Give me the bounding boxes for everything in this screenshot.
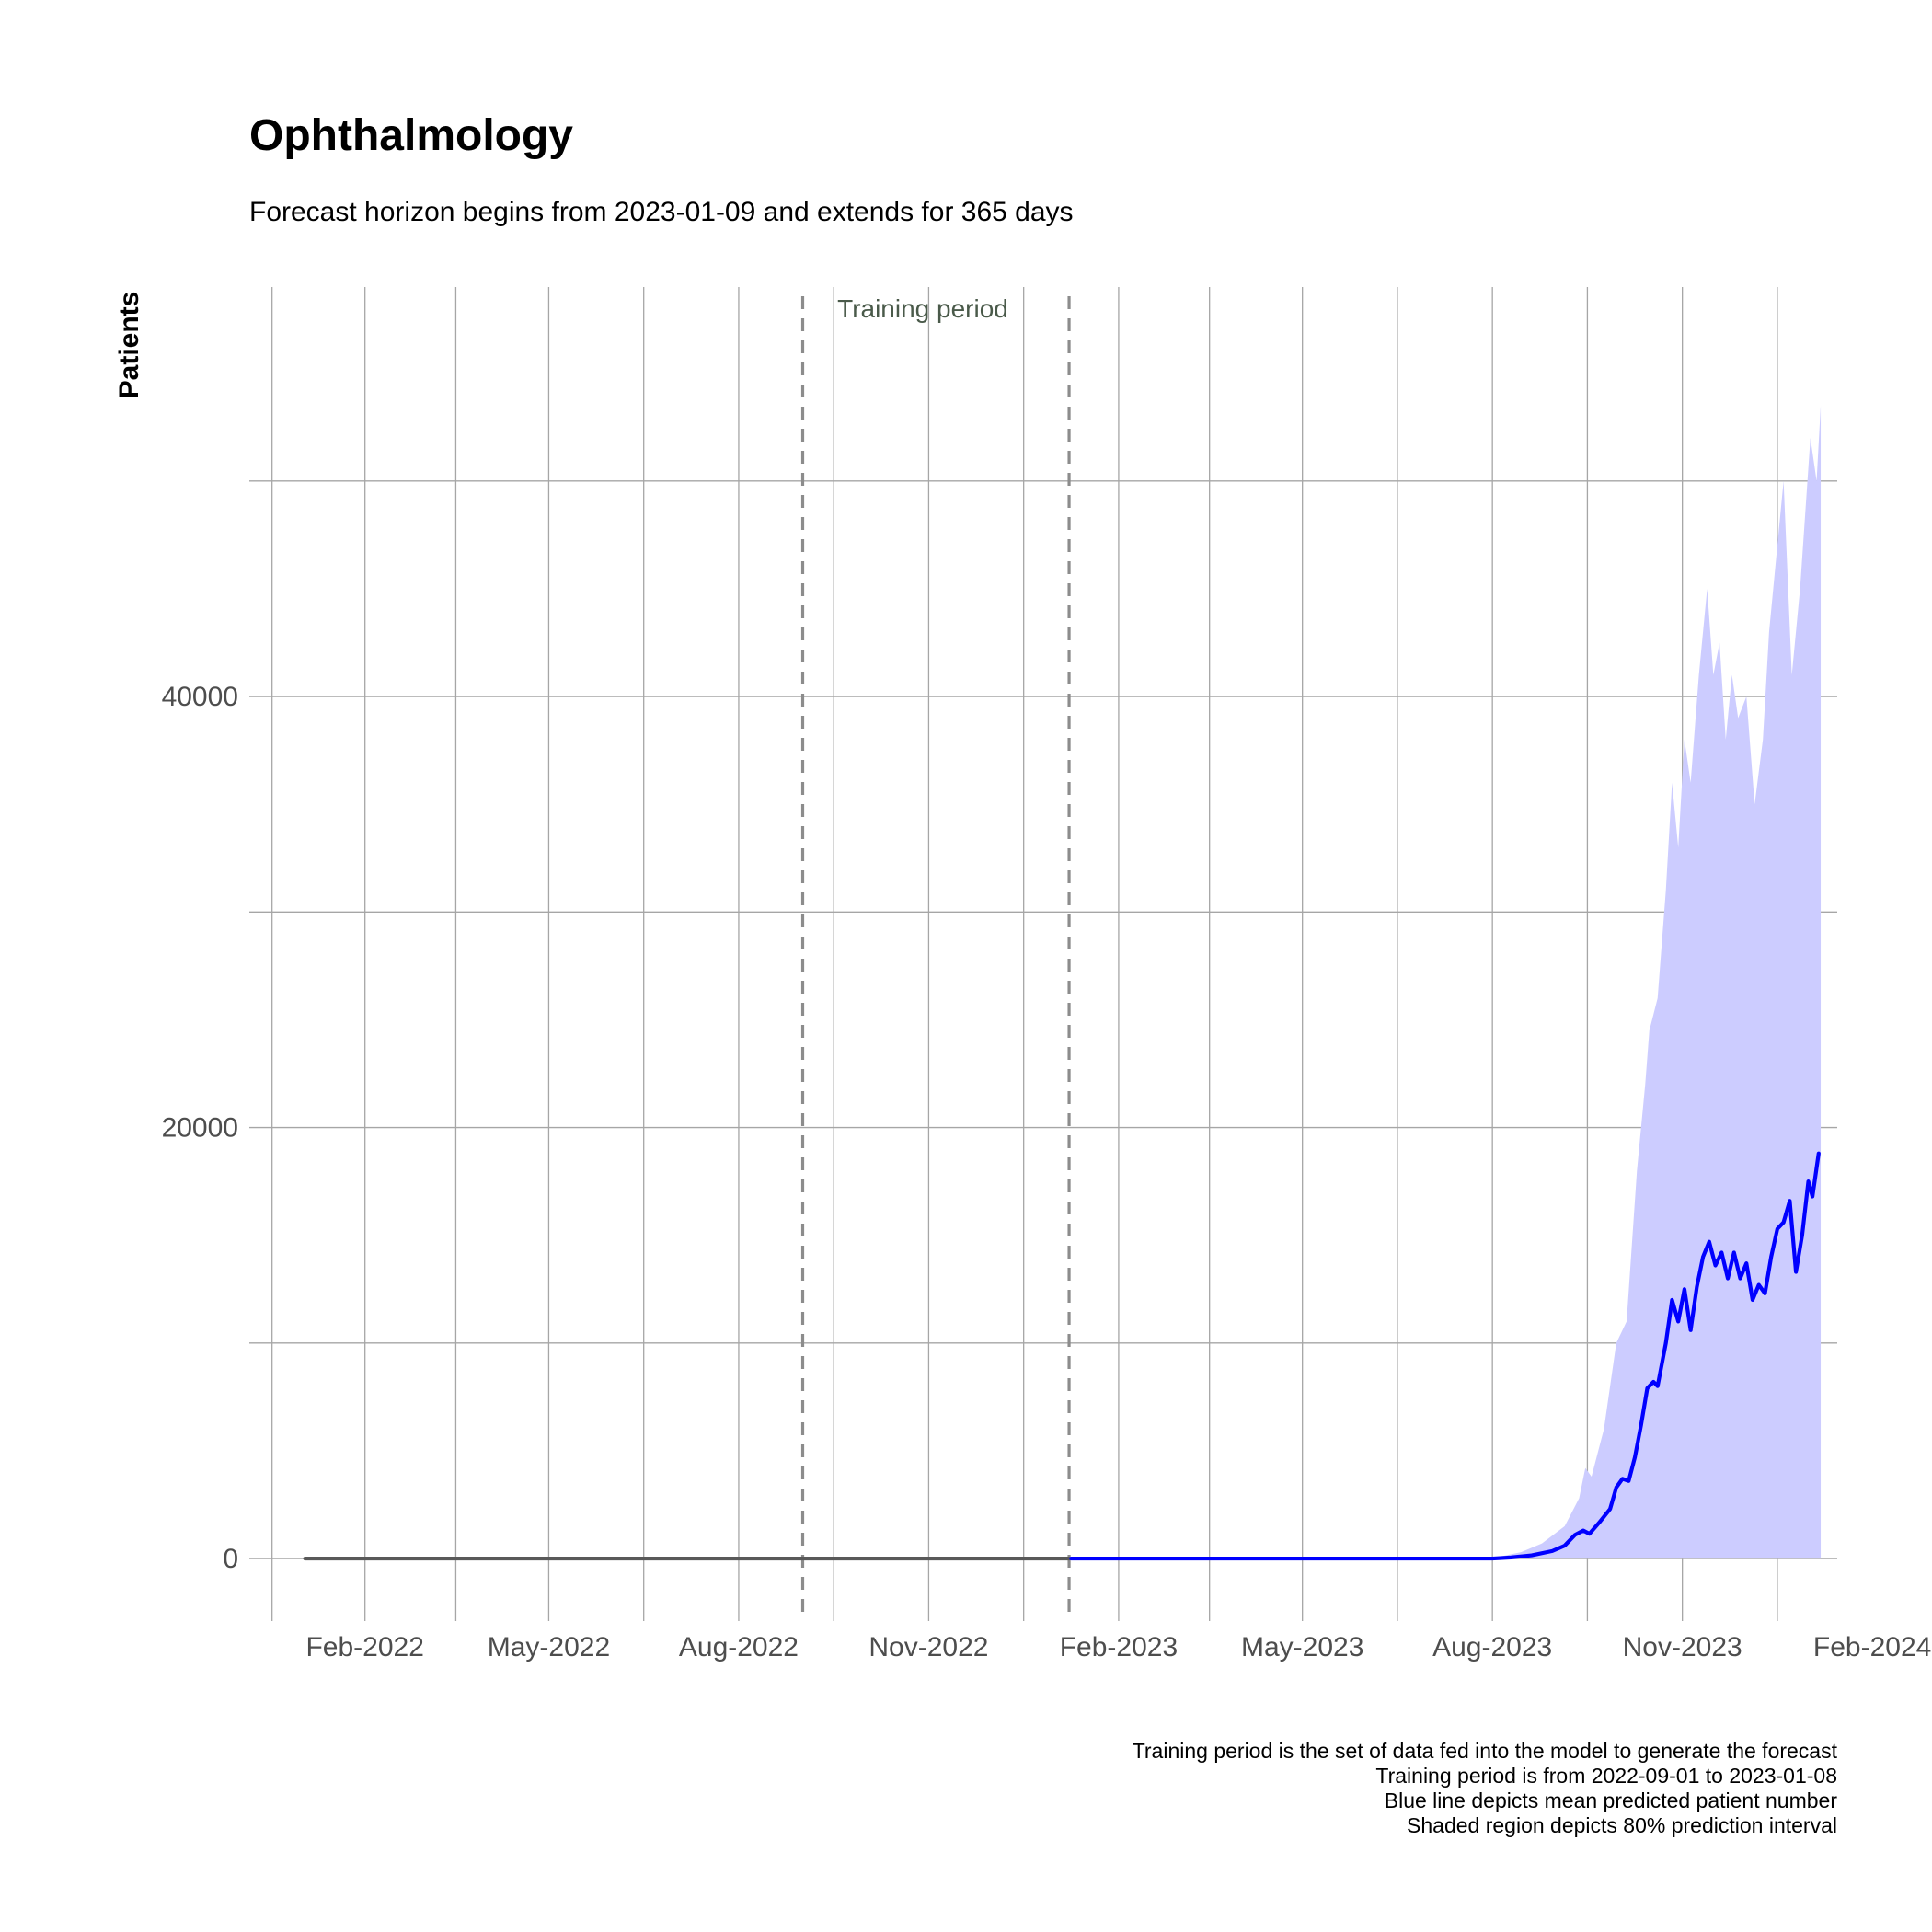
- prediction-interval-band: [1071, 405, 1822, 1559]
- interval-80-area: [1071, 405, 1822, 1559]
- y-tick-label: 40000: [162, 682, 238, 712]
- caption-line-3: Blue line depicts mean predicted patient…: [1385, 1788, 1838, 1812]
- x-tick-label: Aug-2022: [679, 1632, 799, 1662]
- chart-title: Ophthalmology: [249, 111, 573, 160]
- training-period-annotation: Training period: [837, 294, 1008, 323]
- y-tick-label: 20000: [162, 1113, 238, 1144]
- training-period-markers: [800, 296, 1071, 1621]
- caption-line-2: Training period is from 2022-09-01 to 20…: [1375, 1764, 1837, 1788]
- caption-line-1: Training period is the set of data fed i…: [1133, 1739, 1838, 1763]
- y-axis-label: Patients: [114, 292, 144, 399]
- forecast-mean-line: [1069, 1151, 1821, 1561]
- axis-ticks: Feb-2022 May-2022 Aug-2022 Nov-2022 Feb-2023…: [162, 682, 1932, 1662]
- x-tick-label: Feb-2023: [1060, 1632, 1178, 1662]
- y-tick-label: 0: [223, 1544, 238, 1574]
- x-tick-label: Aug-2023: [1432, 1632, 1552, 1662]
- chart-caption: Training period is the set of data fed i…: [1133, 1739, 1838, 1837]
- grid-lines: [249, 287, 1837, 1621]
- x-tick-label: Feb-2024: [1813, 1632, 1931, 1662]
- x-tick-label: Nov-2023: [1623, 1632, 1742, 1662]
- x-tick-label: Feb-2022: [305, 1632, 423, 1662]
- x-tick-label: Nov-2022: [868, 1632, 988, 1662]
- x-tick-label: May-2022: [488, 1632, 610, 1662]
- caption-line-4: Shaded region depicts 80% prediction int…: [1407, 1813, 1837, 1837]
- series-lines: [303, 1151, 1821, 1561]
- chart-subtitle: Forecast horizon begins from 2023-01-09 …: [249, 197, 1074, 227]
- x-tick-label: May-2023: [1241, 1632, 1363, 1662]
